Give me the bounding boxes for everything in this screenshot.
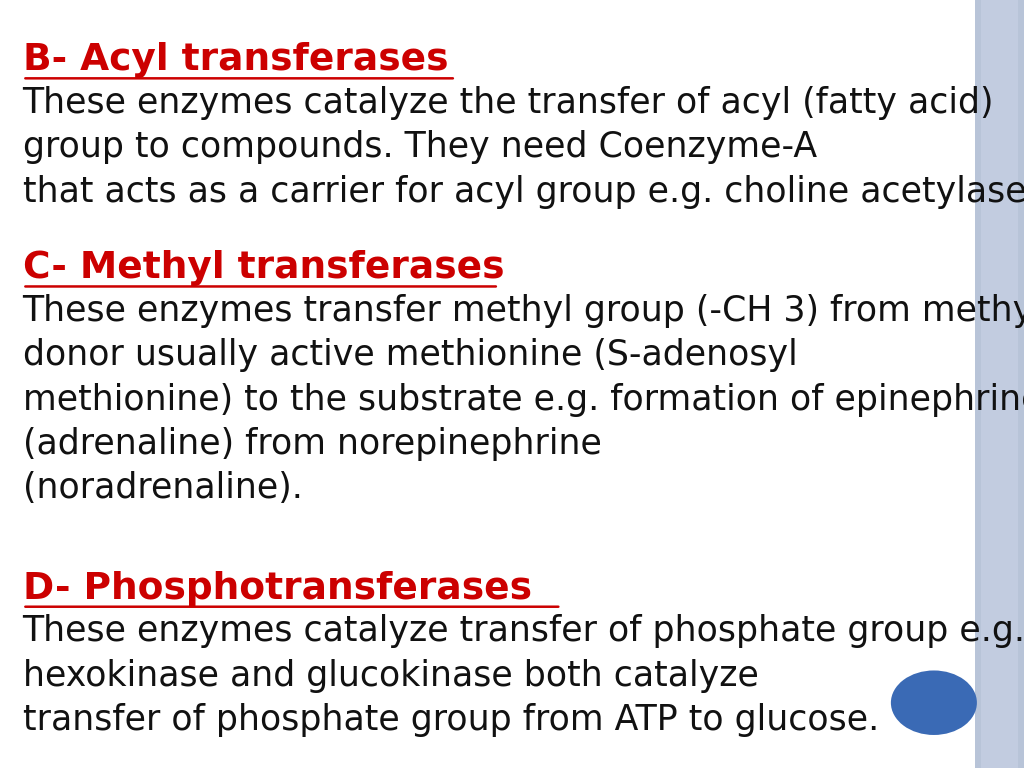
Text: C- Methyl transferases: C- Methyl transferases [23,250,504,286]
Bar [975,0,1024,768]
Bar [981,0,1018,768]
Text: These enzymes catalyze the transfer of acyl (fatty acid)
group to compounds. The: These enzymes catalyze the transfer of a… [23,86,1024,209]
Text: B- Acyl transferases: B- Acyl transferases [23,42,449,78]
Circle shape [891,670,977,735]
Text: D- Phosphotransferases: D- Phosphotransferases [23,571,531,607]
Text: These enzymes transfer methyl group (-CH 3) from methyl
donor usually active met: These enzymes transfer methyl group (-CH… [23,294,1024,505]
Text: These enzymes catalyze transfer of phosphate group e.g.
hexokinase and glucokina: These enzymes catalyze transfer of phosp… [23,614,1024,737]
